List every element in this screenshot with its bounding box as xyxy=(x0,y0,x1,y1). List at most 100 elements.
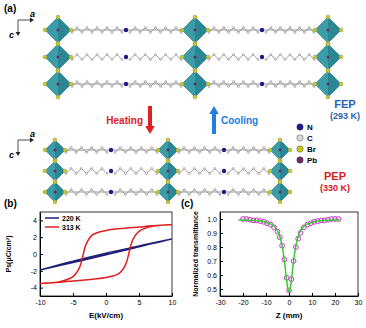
y-axis-title: Ps(μC/cm²) xyxy=(5,236,13,273)
y-tick: 0.9 xyxy=(207,230,223,237)
legend-swatch xyxy=(297,124,303,130)
carbon-atom xyxy=(119,188,121,190)
carbon-atom xyxy=(284,58,286,60)
x-axis: -30-20-100102030 xyxy=(215,293,362,306)
x-tick-label: -20 xyxy=(238,299,248,306)
nitrogen-atom xyxy=(222,169,226,173)
bromine-atom xyxy=(156,190,160,194)
bromine-atom xyxy=(53,159,57,163)
carbon-atom xyxy=(294,31,296,33)
y-tick-label: 0.7 xyxy=(207,258,217,265)
bromine-atom xyxy=(166,158,170,162)
legend-swatch xyxy=(297,135,303,141)
y-axis: 0.50.60.70.80.91.0 xyxy=(207,213,223,297)
carbon-atom xyxy=(96,53,98,55)
carbon-atom xyxy=(263,146,265,148)
carbon-atom xyxy=(263,188,265,190)
plot-frame xyxy=(220,212,358,296)
lead-atom xyxy=(57,29,60,32)
bromine-atom xyxy=(63,148,67,152)
bromine-atom xyxy=(53,158,57,162)
carbon-atom xyxy=(76,53,78,55)
bromine-atom xyxy=(166,138,170,142)
lead-atom xyxy=(279,170,282,173)
bromine-atom xyxy=(278,179,282,183)
bromine-atom xyxy=(288,148,292,152)
x-axis-title: Z (mm) xyxy=(276,311,303,320)
nitrogen-atom xyxy=(222,148,226,152)
y-tick-label: 0.8 xyxy=(207,244,217,251)
bromine-atom xyxy=(56,42,60,46)
carbon-atom xyxy=(130,146,132,148)
x-tick: -10 xyxy=(261,293,271,306)
carbon-atom xyxy=(96,80,98,82)
nitrogen-atom xyxy=(222,190,226,194)
nitrogen-atom xyxy=(260,82,264,86)
x-tick-label: -30 xyxy=(215,299,225,306)
octahedron xyxy=(182,17,208,43)
carbon-atom xyxy=(209,151,211,153)
lead-atom xyxy=(194,29,197,32)
bromine-atom xyxy=(326,15,330,19)
bromine-atom xyxy=(326,42,330,46)
bromine-atom xyxy=(56,69,60,73)
carbon-atom xyxy=(170,31,172,33)
nitrogen-atom xyxy=(109,190,113,194)
axis-label: c xyxy=(9,30,14,40)
lead-atom xyxy=(57,83,60,86)
nitrogen-atom xyxy=(124,28,128,32)
lead-atom xyxy=(327,29,330,32)
carbon-atom xyxy=(303,85,305,87)
carbon-atom xyxy=(183,188,185,190)
y-tick-mark xyxy=(40,220,43,221)
bromine-atom xyxy=(268,190,272,194)
bromine-atom xyxy=(43,28,47,32)
carbon-atom xyxy=(165,26,167,28)
lead-atom xyxy=(167,149,170,152)
carbon-atom xyxy=(124,172,126,174)
carbon-atom xyxy=(223,26,225,28)
bromine-atom xyxy=(180,82,184,86)
carbon-atom xyxy=(193,146,195,148)
carbon-atom xyxy=(258,151,260,153)
carbon-atom xyxy=(96,193,98,195)
carbon-atom xyxy=(257,58,259,60)
carbon-atom xyxy=(101,146,103,148)
y-tick-mark xyxy=(220,275,223,276)
carbon-atom xyxy=(214,146,216,148)
carbon-atom xyxy=(165,53,167,55)
carbon-atom xyxy=(214,188,216,190)
carbon-atom xyxy=(175,53,177,55)
carbon-atom xyxy=(218,31,220,33)
carbon-atom xyxy=(209,193,211,195)
x-tick: 10 xyxy=(309,293,317,306)
y-tick: 0 xyxy=(33,251,43,258)
x-tick: 10 xyxy=(169,293,177,306)
carbon-atom xyxy=(106,53,108,55)
carbon-atom xyxy=(101,167,103,169)
bromine-atom xyxy=(156,148,160,152)
y-tick: 4 xyxy=(33,217,43,224)
y-tick-label: 4 xyxy=(33,217,37,224)
carbon-atom xyxy=(193,167,195,169)
carbon-atom xyxy=(96,172,98,174)
carbon-atom xyxy=(265,58,267,60)
carbon-atom xyxy=(183,167,185,169)
legend-swatch xyxy=(45,217,59,219)
carbon-atom xyxy=(219,193,221,195)
carbon-atom xyxy=(183,146,185,148)
carbon-atom xyxy=(75,151,77,153)
carbon-atom xyxy=(270,26,272,28)
heating-arrow-head xyxy=(145,126,155,134)
carbon-atom xyxy=(80,146,82,148)
carbon-atom xyxy=(188,172,190,174)
carbon-atom xyxy=(165,80,167,82)
x-tick-label: 10 xyxy=(169,299,177,306)
carbon-atom xyxy=(213,80,215,82)
bromine-atom xyxy=(193,95,197,99)
carbon-atom xyxy=(193,188,195,190)
lead-atom xyxy=(327,56,330,59)
carbon-atom xyxy=(253,146,255,148)
nitrogen-atom xyxy=(109,148,113,152)
carbon-atom xyxy=(81,31,83,33)
